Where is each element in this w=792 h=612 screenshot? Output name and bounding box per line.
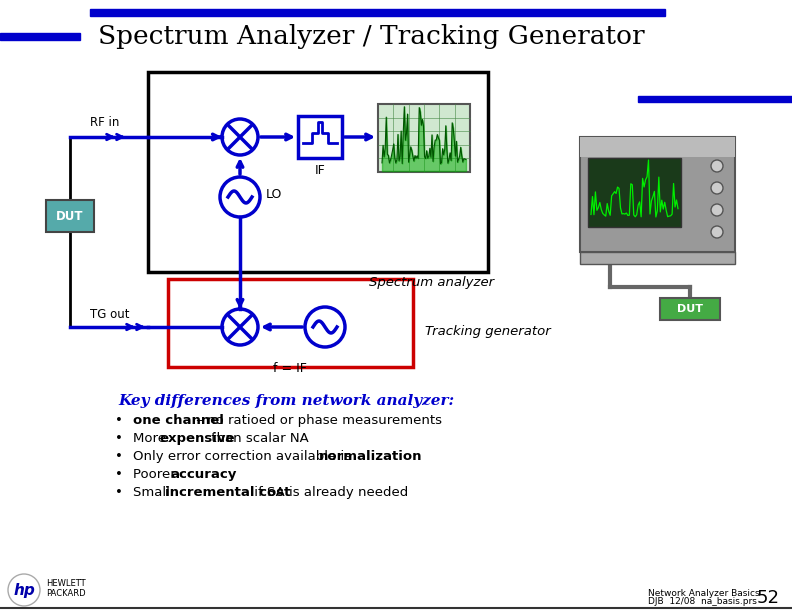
Bar [0, 33, 80, 40]
Bar [638, 96, 792, 102]
Text: accuracy: accuracy [170, 468, 237, 481]
Text: normalization: normalization [319, 450, 423, 463]
Text: DUT: DUT [56, 209, 84, 223]
Text: f = IF: f = IF [273, 362, 307, 375]
Bar [588, 158, 681, 227]
Bar [298, 116, 342, 158]
Bar [580, 137, 735, 157]
Text: PACKARD: PACKARD [46, 589, 86, 599]
Text: Key differences from network analyzer:: Key differences from network analyzer: [118, 394, 454, 408]
Text: Tracking generator: Tracking generator [425, 326, 550, 338]
Text: LO: LO [266, 187, 283, 201]
Text: Network Analyzer Basics: Network Analyzer Basics [648, 589, 760, 599]
Text: More: More [133, 432, 170, 445]
Text: one channel: one channel [133, 414, 224, 427]
Bar [378, 104, 470, 172]
Text: IF: IF [314, 164, 326, 177]
Bar [90, 9, 665, 16]
Text: Only error correction available is: Only error correction available is [133, 450, 356, 463]
Bar [168, 279, 413, 367]
Text: if SA is already needed: if SA is already needed [250, 486, 409, 499]
Bar [148, 72, 488, 272]
Text: RF in: RF in [90, 116, 120, 129]
Bar [660, 298, 720, 320]
Text: than scalar NA: than scalar NA [208, 432, 309, 445]
Text: •: • [115, 450, 123, 463]
Text: Poorer: Poorer [133, 468, 180, 481]
Text: incremental cost: incremental cost [165, 486, 291, 499]
Circle shape [8, 574, 40, 606]
Text: HEWLETT: HEWLETT [46, 580, 86, 589]
Text: •: • [115, 414, 123, 427]
Text: expensive: expensive [160, 432, 235, 445]
Bar [580, 137, 735, 252]
Text: DUT: DUT [677, 304, 703, 314]
Bar [580, 252, 735, 264]
Circle shape [711, 204, 723, 216]
Text: TG out: TG out [90, 307, 130, 321]
Text: – no ratioed or phase measurements: – no ratioed or phase measurements [192, 414, 441, 427]
Text: •: • [115, 468, 123, 481]
Circle shape [711, 226, 723, 238]
Circle shape [711, 182, 723, 194]
Text: Spectrum Analyzer / Tracking Generator: Spectrum Analyzer / Tracking Generator [98, 24, 645, 49]
Text: •: • [115, 432, 123, 445]
Text: Spectrum analyzer: Spectrum analyzer [369, 276, 494, 289]
Text: DJB  12/08  na_basis.prs: DJB 12/08 na_basis.prs [648, 597, 757, 606]
Text: Small: Small [133, 486, 174, 499]
Text: •: • [115, 486, 123, 499]
Circle shape [711, 160, 723, 172]
Text: 52: 52 [757, 589, 780, 607]
Text: hp: hp [13, 583, 35, 597]
Bar [46, 200, 94, 232]
